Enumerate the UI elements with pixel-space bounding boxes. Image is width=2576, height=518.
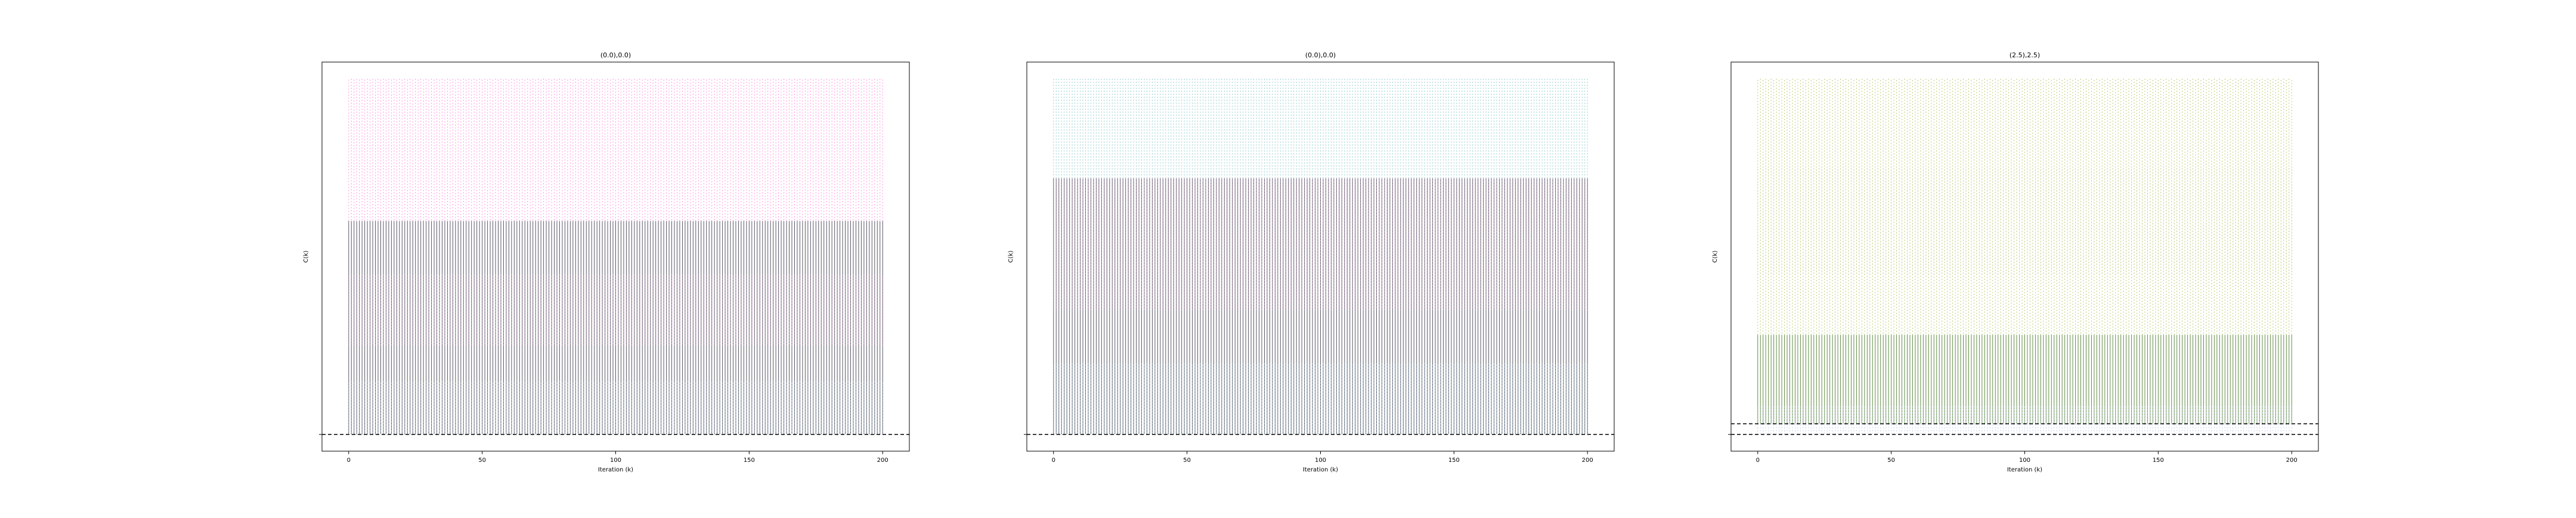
chart-title: (0.0),0.0) xyxy=(1305,51,1336,59)
y-axis-label: C(k) xyxy=(1712,251,1719,263)
x-tick-label: 200 xyxy=(2286,457,2298,464)
series-line-3 xyxy=(1053,178,1588,310)
x-tick-label: 150 xyxy=(1448,457,1460,464)
x-tick-label: 200 xyxy=(1582,457,1593,464)
x-tick-label: 100 xyxy=(610,457,621,464)
series-line-2 xyxy=(1757,335,2292,424)
y-axis-label: C(k) xyxy=(303,251,309,263)
chart-panel-1: (0.0),0.0) 0 50 100 150 200 Iteration (k) C(k) xyxy=(303,51,910,473)
x-axis-label: Iteration (k) xyxy=(1303,467,1338,473)
x-tick-label: 150 xyxy=(2153,457,2164,464)
chart-title: (0.0),0.0) xyxy=(600,51,631,59)
x-tick-label: 150 xyxy=(744,457,755,464)
x-tick-label: 50 xyxy=(1887,457,1895,464)
x-tick-label: 50 xyxy=(1183,457,1191,464)
chart-title: (2.5),2.5) xyxy=(2010,51,2040,59)
x-tick-label: 0 xyxy=(1052,457,1055,464)
x-axis-label: Iteration (k) xyxy=(598,467,633,473)
x-tick-label: 200 xyxy=(877,457,888,464)
x-tick-label: 50 xyxy=(478,457,486,464)
x-tick-label: 100 xyxy=(2019,457,2030,464)
series-line-1 xyxy=(1053,79,1588,178)
chart-panel-2: (0.0),0.0) 0 50 100 150 200 Iteration (k) C(k) xyxy=(1008,51,1615,473)
x-tick-label: 0 xyxy=(1756,457,1760,464)
y-axis-label: C(k) xyxy=(1008,251,1014,263)
chart-panel-3: (2.5),2.5) 0 50 100 150 200 Iteration (k) C(k) xyxy=(1712,51,2319,473)
x-tick-label: 0 xyxy=(347,457,351,464)
x-tick-label: 100 xyxy=(1315,457,1326,464)
series-line-2 xyxy=(348,221,883,434)
x-axis-label: Iteration (k) xyxy=(2007,467,2042,473)
series-line-1 xyxy=(1757,79,2292,335)
series-line-1 xyxy=(348,79,883,221)
